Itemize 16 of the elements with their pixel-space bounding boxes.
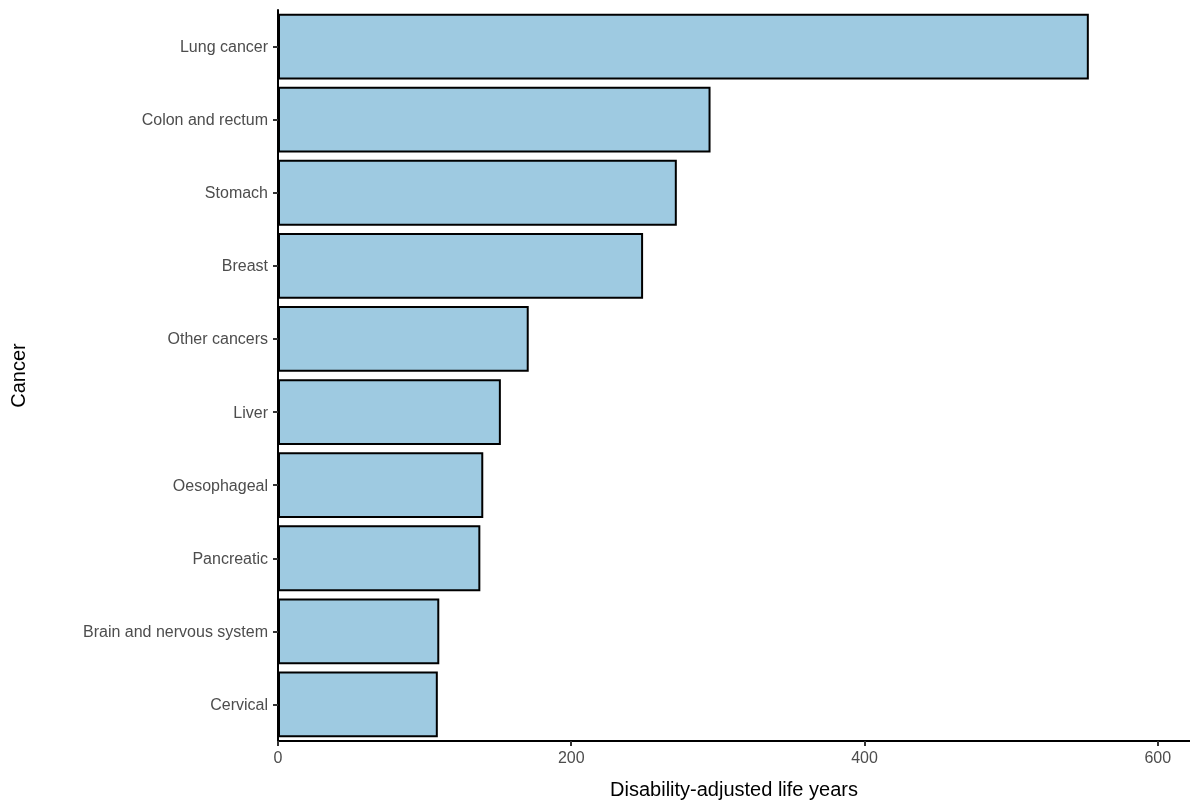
x-tick-label: 400 [851, 748, 878, 766]
y-tick-label: Oesophageal [172, 476, 268, 494]
y-tick-label: Cervical [210, 695, 268, 713]
y-axis-title: Cancer [7, 342, 29, 408]
y-tick-label: Brain and nervous system [83, 622, 268, 640]
y-tick-label: Lung cancer [179, 38, 269, 56]
y-tick-label: Stomach [204, 184, 268, 202]
x-tick-label: 200 [557, 748, 585, 766]
y-tick-label: Breast [221, 257, 269, 275]
y-tick-label: Other cancers [167, 330, 268, 348]
x-axis-title: Disability-adjusted life years [610, 778, 858, 800]
y-tick-label: Pancreatic [192, 549, 268, 567]
x-tick-label: 600 [1144, 748, 1172, 766]
y-tick-label: Colon and rectum [141, 111, 268, 129]
x-tick-label: 0 [273, 748, 283, 766]
y-tick-label: Liver [233, 403, 269, 421]
